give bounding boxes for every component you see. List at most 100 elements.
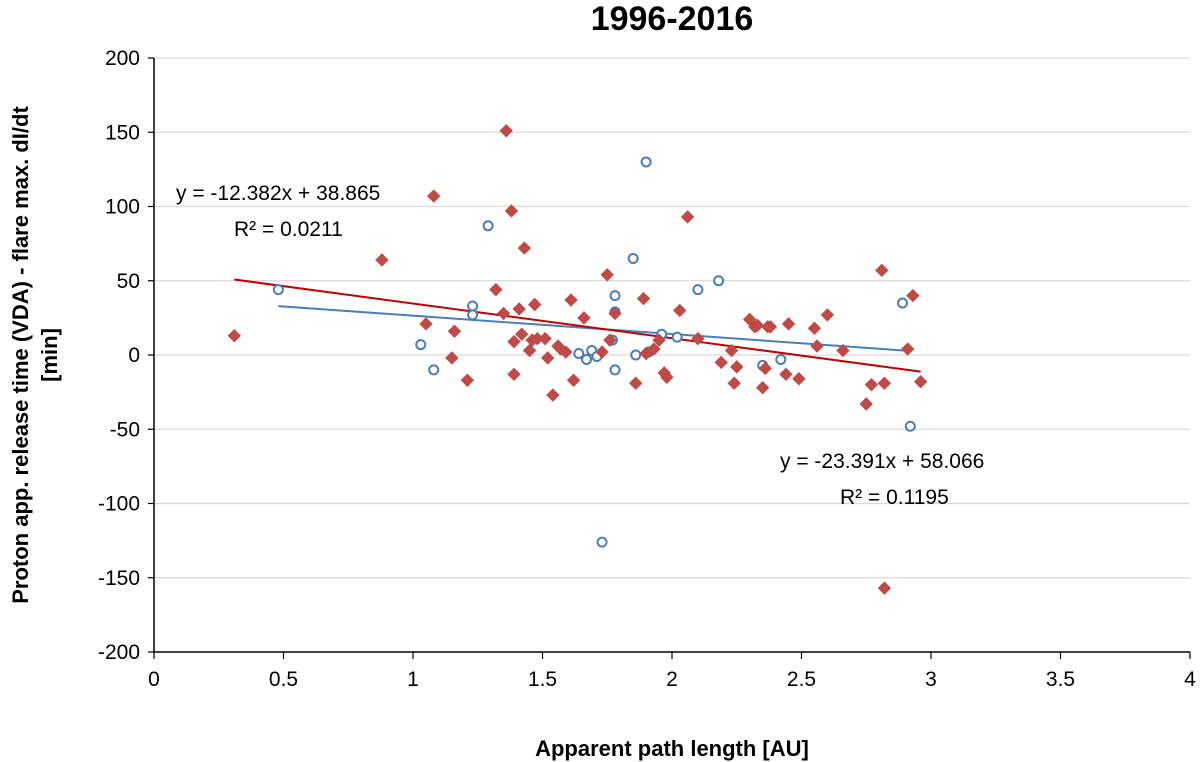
red-diamond-point <box>820 308 835 322</box>
red-diamond-point <box>504 204 519 218</box>
red-diamond-point <box>680 210 695 224</box>
blue-circle-point <box>609 290 621 302</box>
y-tick-label: 200 <box>105 47 140 70</box>
red-diamond-point <box>810 339 824 353</box>
red-diamond-point <box>489 282 503 297</box>
red-diamond-point <box>758 361 772 376</box>
red-diamond-point <box>227 328 241 343</box>
blue-trend-equation: y = -12.382x + 38.865 <box>176 182 380 205</box>
red-diamond-point <box>595 345 609 359</box>
red-diamond-point <box>877 581 892 595</box>
red-diamond-point <box>724 343 739 358</box>
y-axis-title-line1: Proton app. release time (VDA) - flare m… <box>8 106 33 604</box>
red-diamond-point <box>566 373 581 387</box>
red-diamond-point <box>900 342 915 356</box>
red-diamond-point <box>577 311 591 325</box>
blue-circle-point <box>573 348 585 360</box>
data-points <box>227 124 928 595</box>
red-diamond-point <box>540 351 555 365</box>
red-diamond-point <box>660 370 674 384</box>
x-tick-label: 2.5 <box>787 668 816 691</box>
red-diamond-point <box>528 297 542 312</box>
blue-circle-point <box>272 284 284 296</box>
y-tick-label: 50 <box>117 270 140 293</box>
red-diamond-point <box>859 397 873 411</box>
gridlines <box>154 57 1190 579</box>
red-trend-equation: y = -23.391x + 58.066 <box>780 450 984 473</box>
red-diamond-point <box>375 253 389 267</box>
red-diamond-point <box>875 263 889 278</box>
red-diamond-point <box>447 324 462 338</box>
red-diamond-point <box>647 342 661 356</box>
red-diamond-point <box>691 331 705 346</box>
red-trendline <box>234 278 921 373</box>
blue-circle-point <box>897 297 909 309</box>
red-diamond-point <box>730 360 744 374</box>
red-diamond-point <box>906 288 920 303</box>
trendlines <box>234 278 921 373</box>
y-tick-label: 0 <box>128 344 140 367</box>
blue-circle-point <box>640 156 652 168</box>
red-diamond-point <box>792 372 806 386</box>
blue-trend-r2: R² = 0.0211 <box>234 218 343 241</box>
blue-circle-point <box>630 349 642 361</box>
red-diamond-point <box>507 334 521 349</box>
red-diamond-point <box>559 345 573 359</box>
red-diamond-point <box>652 333 666 347</box>
blue-circle-point <box>467 300 479 312</box>
x-tick-label: 1 <box>407 668 419 691</box>
red-diamond-point <box>419 317 433 331</box>
x-tick-label: 0 <box>148 668 160 691</box>
blue-circle-point <box>713 275 725 287</box>
y-tick-label: 100 <box>105 196 140 219</box>
red-diamond-point <box>445 351 459 365</box>
blue-circle-point <box>671 331 683 343</box>
red-diamond-point <box>603 333 617 347</box>
y-tick-label: 150 <box>105 121 140 144</box>
red-diamond-point <box>507 367 521 382</box>
red-diamond-point <box>538 331 552 346</box>
x-tick-label: 1.5 <box>528 668 557 691</box>
red-diamond-point <box>877 376 892 390</box>
x-tick-labels: 0 0.5 1 1.5 2 2.5 3 3.5 4 <box>148 668 1196 691</box>
blue-circle-point <box>581 353 593 365</box>
red-diamond-point <box>727 376 741 390</box>
x-tick-label: 3.5 <box>1046 668 1075 691</box>
blue-circle-point <box>904 420 916 432</box>
blue-circle-point <box>415 339 427 351</box>
blue-circle-point <box>775 353 787 365</box>
red-diamond-point <box>427 189 441 203</box>
red-diamond-point <box>564 293 578 307</box>
chart-title: 1996-2016 <box>591 0 754 38</box>
red-diamond-point <box>629 376 643 390</box>
red-diamond-point <box>499 124 513 138</box>
x-tick-label: 4 <box>1184 668 1196 691</box>
red-diamond-point <box>517 241 532 255</box>
blue-circle-point <box>596 536 608 548</box>
red-diamond-point <box>913 375 928 389</box>
red-diamond-point <box>636 291 651 306</box>
y-tick-label: -200 <box>98 641 140 664</box>
y-tick-label: -100 <box>98 493 140 516</box>
axes <box>148 57 1191 659</box>
y-tick-labels: 200 150 100 50 0 -50 -100 -150 -200 <box>98 47 140 664</box>
red-diamond-point <box>522 343 537 358</box>
red-diamond-point <box>714 355 728 370</box>
red-diamond-point <box>763 320 778 334</box>
red-diamond-point <box>460 373 475 387</box>
y-axis-title: Proton app. release time (VDA) - flare m… <box>8 106 62 604</box>
x-tick-label: 3 <box>925 668 937 691</box>
blue-circle-point <box>428 364 440 376</box>
red-diamond-point <box>512 302 526 316</box>
blue-circle-point <box>609 364 621 376</box>
y-axis-title-line2: [min] <box>37 328 62 382</box>
x-tick-label: 2 <box>666 668 678 691</box>
red-diamond-point <box>781 317 796 331</box>
red-diamond-point <box>750 318 765 333</box>
blue-circle-point <box>692 284 704 296</box>
red-diamond-point <box>755 380 770 395</box>
x-tick-label: 0.5 <box>269 668 298 691</box>
red-diamond-point <box>807 321 822 335</box>
red-diamond-point <box>779 367 793 382</box>
